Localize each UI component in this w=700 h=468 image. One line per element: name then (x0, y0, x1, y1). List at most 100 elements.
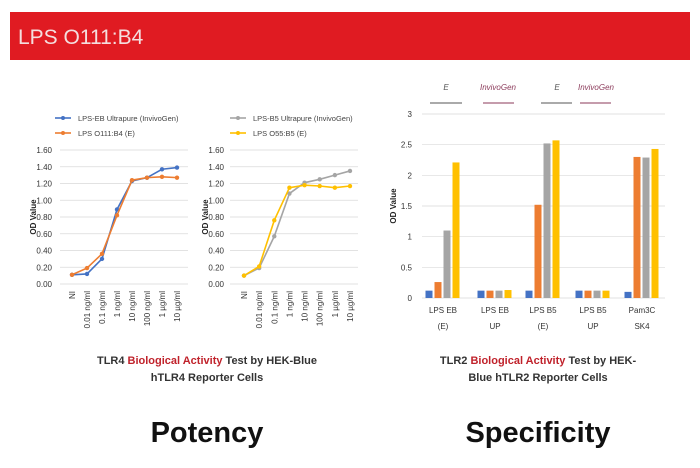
x-tick-label: 0.1 ng/ml (98, 291, 107, 324)
data-point (317, 183, 322, 189)
bar (651, 148, 659, 298)
x-tick-label: 0.01 ng/ml (83, 291, 92, 329)
x-category-label: LPS B5 (579, 306, 607, 315)
charts: 0.00 0.20 0.40 0.60 0.80 1.00 1.20 1.40 1.60 OD V… (29, 83, 665, 331)
title-bar (10, 12, 690, 60)
group-header-label: E (443, 83, 449, 92)
data-point (287, 191, 292, 196)
data-point (84, 265, 90, 271)
x-tick-label: 10 ng/ml (128, 291, 137, 322)
data-point (159, 174, 165, 179)
bar (425, 290, 433, 298)
x-tick-label: 0.1 ng/ml (270, 291, 279, 324)
x-tick-label: 10 µg/ml (173, 291, 182, 322)
x-tick-label: NI (240, 291, 249, 299)
bar (525, 290, 533, 298)
legend-label: LPS-EB Ultrapure (InvivoGen) (78, 114, 179, 123)
y-tick-label: 0.40 (208, 247, 224, 256)
bar (633, 156, 641, 298)
bar (434, 282, 442, 298)
y-tick-label: 1.5 (401, 202, 413, 211)
y-axis-label: OD Value (389, 188, 398, 224)
y-tick-label: 0 (408, 294, 413, 303)
y-tick-label: 1.20 (36, 180, 52, 189)
x-category-label: (E) (538, 322, 549, 331)
data-point (174, 165, 180, 170)
bar (486, 290, 494, 298)
data-point (347, 183, 353, 189)
bar (452, 162, 460, 298)
y-tick-label: 1 (408, 233, 413, 242)
group-header-label: InvivoGen (480, 83, 517, 92)
potency-caption-line2: hTLR4 Reporter Cells (151, 372, 263, 384)
x-tick-label: 1 µg/ml (158, 291, 167, 318)
bar (477, 290, 485, 298)
series-line (243, 184, 351, 277)
y-tick-label: 0.60 (208, 230, 224, 239)
legend-label: LPS O55:B5 (E) (253, 129, 307, 138)
x-category-label: (E) (438, 322, 449, 331)
y-tick-label: 0.60 (36, 230, 52, 239)
y-tick-label: 0.20 (208, 263, 224, 272)
series-line (71, 166, 178, 276)
bar (602, 290, 610, 298)
bar (552, 140, 560, 298)
bar (584, 290, 592, 298)
x-tick-label: 1 ng/ml (285, 291, 294, 317)
x-tick-label: 10 µg/ml (346, 291, 355, 322)
y-tick-label: 2.5 (401, 141, 413, 150)
y-tick-label: 1.40 (208, 163, 224, 172)
y-tick-label: 1.00 (36, 196, 52, 205)
potency-label: Potency (151, 417, 264, 449)
y-tick-label: 2 (408, 171, 413, 180)
y-tick-label: 0.80 (208, 213, 224, 222)
legend-label: LPS-B5 Ultrapure (InvivoGen) (253, 114, 353, 123)
bar (504, 290, 512, 298)
y-axis-label: OD Value (201, 199, 210, 235)
data-point (129, 177, 135, 183)
y-tick-label: 0.80 (36, 213, 52, 222)
x-tick-label: 100 ng/ml (143, 291, 152, 326)
y-tick-label: 0.00 (36, 280, 52, 289)
slide-title: LPS O111:B4 (18, 26, 144, 49)
series-line (71, 175, 178, 276)
data-point (174, 175, 180, 180)
bar (624, 291, 632, 298)
group-header-label: InvivoGen (578, 83, 615, 92)
data-point (114, 213, 120, 218)
bar (543, 143, 551, 298)
data-point (317, 177, 322, 182)
x-category-label: Pam3C (629, 306, 656, 315)
legend-label: LPS O111:B4 (E) (78, 129, 135, 138)
y-tick-label: 1.60 (36, 146, 52, 155)
data-point (272, 234, 277, 239)
legend-marker (236, 131, 240, 135)
data-point (302, 182, 307, 188)
bar (534, 204, 542, 298)
data-point (84, 271, 90, 277)
y-tick-label: 1.40 (36, 163, 52, 172)
x-tick-label: 10 ng/ml (301, 291, 310, 322)
x-tick-label: 1 µg/ml (331, 291, 340, 318)
bar-chart: 0 0.5 1 1.5 2 2.5 3 OD Value LPS EB (E) LPS EB UP LP… (389, 83, 665, 331)
bar (575, 290, 583, 298)
data-point (287, 185, 292, 190)
y-tick-label: 1.20 (208, 180, 224, 189)
potency-caption-line1: TLR4 Biological Activity Test by HEK-Blu… (97, 355, 317, 367)
x-category-label: UP (489, 322, 500, 331)
x-category-label: SK4 (634, 322, 650, 331)
y-tick-label: 0.5 (401, 263, 413, 272)
x-category-label: UP (587, 322, 598, 331)
data-point (114, 207, 120, 212)
data-point (332, 185, 338, 190)
y-axis-label: OD Value (29, 199, 38, 235)
x-tick-label: 0.01 ng/ml (255, 291, 264, 329)
data-point (69, 272, 75, 277)
data-point (144, 175, 150, 180)
x-category-label: LPS EB (429, 306, 457, 315)
bar (495, 290, 503, 298)
data-point (272, 218, 277, 223)
series-line (243, 170, 351, 277)
data-point (159, 167, 165, 172)
y-tick-label: 1.60 (208, 146, 224, 155)
